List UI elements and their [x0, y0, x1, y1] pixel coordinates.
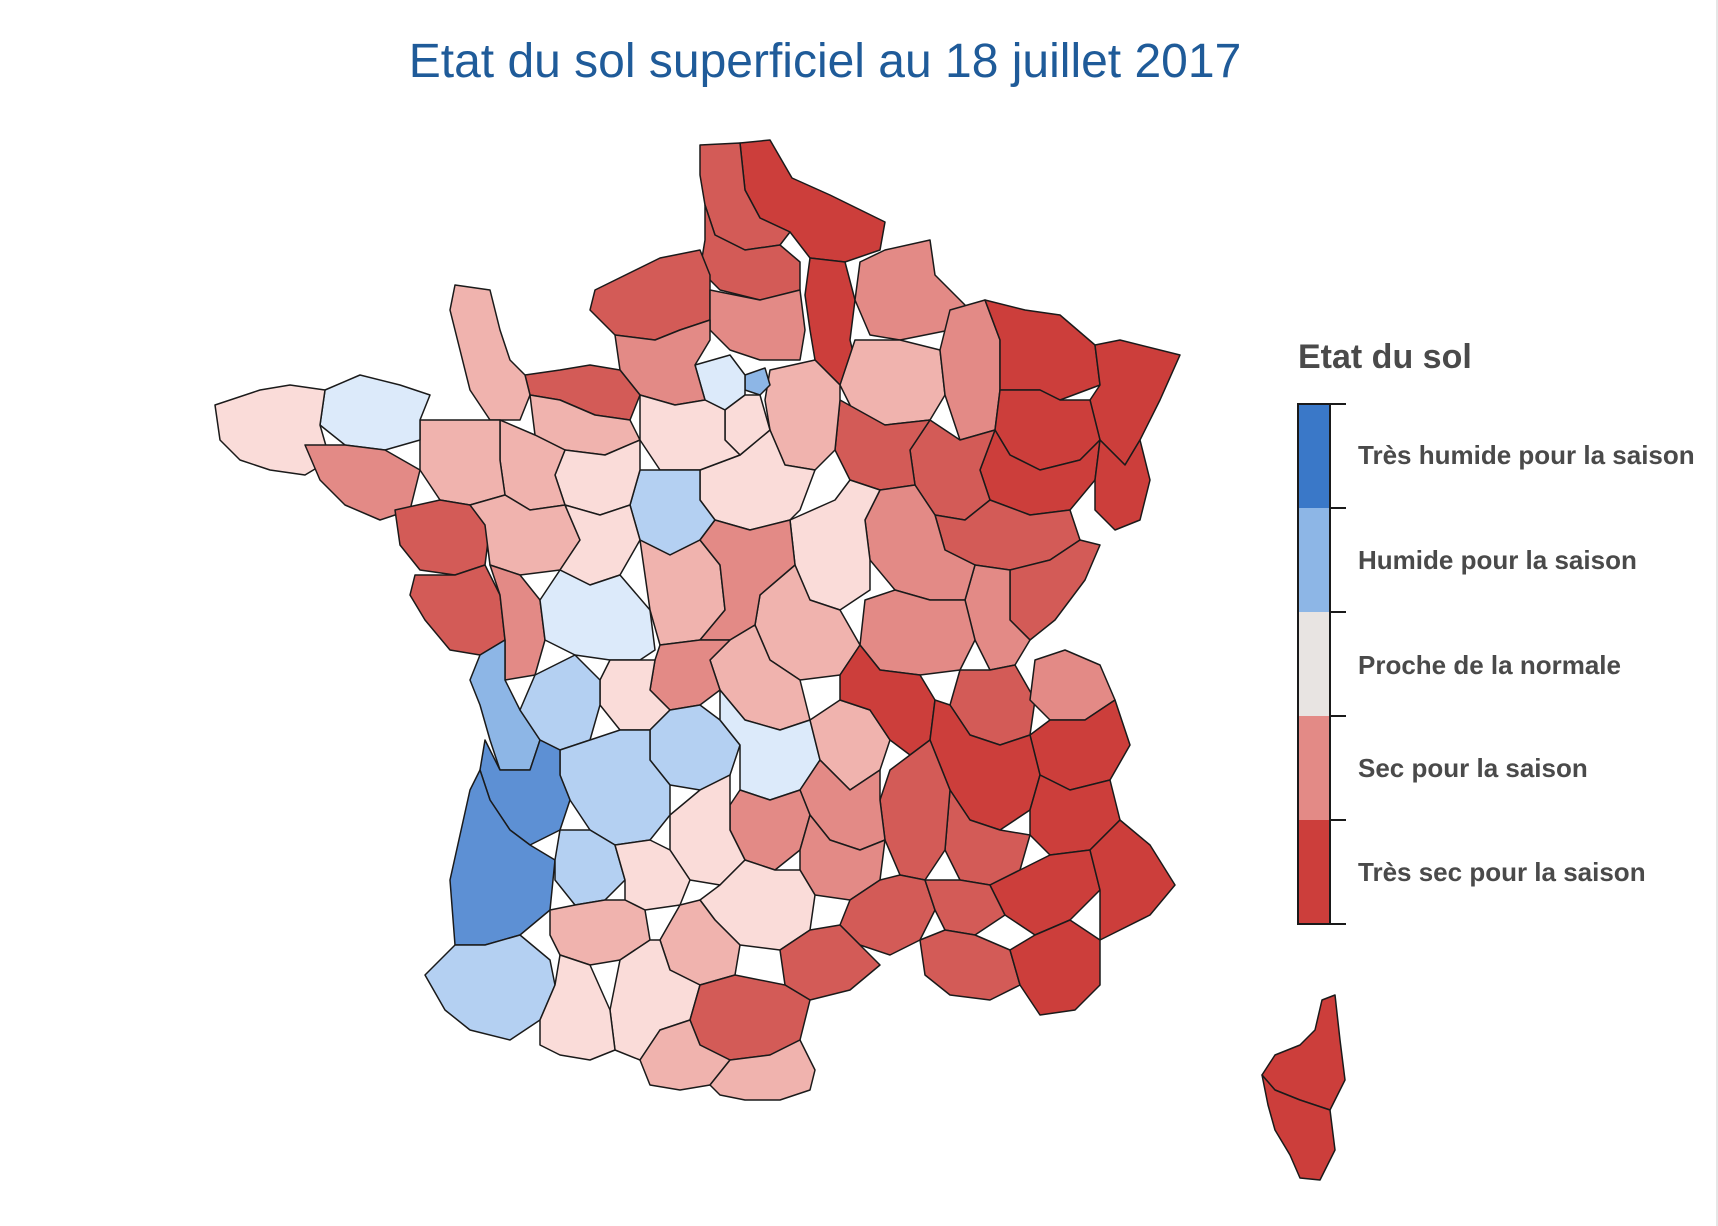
legend-label-dry: Sec pour la saison [1358, 753, 1588, 783]
region-maine-loire [469, 494, 581, 576]
legend-ticks [1330, 403, 1346, 925]
region-haut-rhin [1094, 439, 1151, 531]
departments [214, 139, 1346, 1181]
region-pyr-atl [424, 934, 556, 1041]
region-bouches-rhone [919, 929, 1021, 1001]
legend-title: Etat du sol [1298, 338, 1472, 376]
legend-label-very-wet: Très humide pour la saison [1358, 440, 1695, 470]
region-alpes-maritimes [1089, 819, 1176, 941]
map-title: Etat du sol superficiel au 18 juillet 20… [408, 35, 1242, 88]
region-cher [699, 519, 796, 641]
region-ille-vilaine [419, 419, 506, 506]
legend-swatch-very-wet [1298, 404, 1330, 508]
legend-swatch-dry [1298, 716, 1330, 820]
region-hautes-pyr [539, 954, 616, 1061]
legend-colorbar [1297, 403, 1346, 925]
legend-swatch-wet [1298, 508, 1330, 612]
region-corse-du-sud [1261, 1074, 1336, 1181]
region-eure-loir [639, 394, 741, 471]
legend-swatch-very-dry [1298, 820, 1330, 924]
region-vienne [539, 569, 656, 661]
region-oise [709, 289, 806, 361]
region-meuse [939, 299, 1001, 441]
legend-label-very-dry: Très sec pour la saison [1358, 857, 1646, 887]
region-pyr-or [709, 1039, 816, 1101]
region-seine-marne [764, 359, 841, 471]
legend-swatch-normal [1298, 612, 1330, 716]
region-moselle [984, 299, 1101, 401]
page-edge [1716, 0, 1718, 1226]
region-vaucluse [924, 879, 1006, 936]
region-ardennes [854, 239, 966, 341]
region-var [1009, 919, 1101, 1016]
region-cotes-armor [319, 374, 431, 451]
legend-label-normal: Proche de la normale [1358, 650, 1621, 680]
region-vendee [409, 564, 506, 656]
region-manche [449, 284, 531, 421]
region-saone-loire [859, 589, 976, 676]
legend-label-wet: Humide pour la saison [1358, 545, 1637, 575]
